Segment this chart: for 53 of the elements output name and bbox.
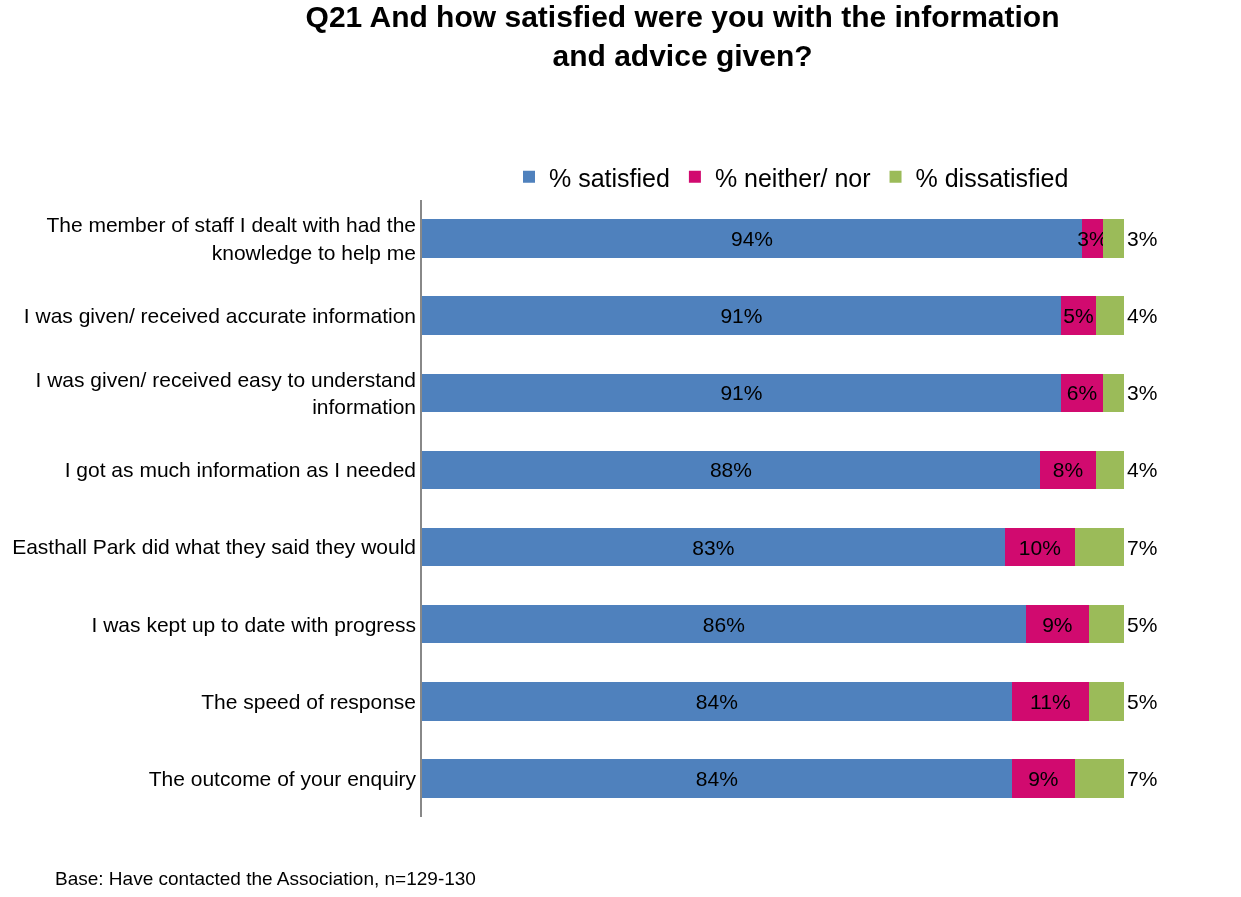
bar — [1074, 527, 1125, 567]
data-label: 86% — [702, 612, 745, 636]
y-tick-label: The speed of response — [201, 689, 417, 713]
bar — [422, 759, 1012, 798]
y-tick-label: I was kept up to date with progress — [91, 612, 417, 636]
legend-label: % dissatisfied — [915, 163, 1069, 192]
data-label: 11% — [1030, 689, 1071, 713]
data-label: 10% — [1018, 535, 1061, 559]
legend-label: % neither/ nor — [714, 163, 871, 192]
data-label: 5% — [1063, 304, 1094, 328]
y-tick-label: Easthall Park did what they said they would — [12, 535, 417, 559]
bar — [422, 296, 1061, 335]
chart-title: Q21 And how satisfied were you with the information and advice given? — [305, 0, 1060, 72]
bar — [1095, 296, 1125, 335]
y-tick-label: I was given/ received accurate information — [23, 304, 417, 328]
data-label: 6% — [1066, 381, 1098, 405]
data-label: 91% — [720, 304, 763, 328]
bar — [1088, 604, 1125, 644]
data-label: 9% — [1042, 612, 1073, 636]
bar — [422, 604, 1026, 644]
data-label: 94% — [730, 227, 773, 251]
y-tick-label: The outcome of your enquiry — [148, 766, 417, 790]
data-label: 4% — [1127, 304, 1158, 328]
y-tick-label: I got as much information as I needed — [64, 458, 417, 482]
data-label: 5% — [1127, 689, 1158, 713]
data-label: 5% — [1127, 612, 1158, 636]
bar — [1102, 219, 1125, 258]
bar — [1011, 682, 1089, 721]
y-tick-label: I was given/ received easy to understand information — [35, 367, 417, 418]
legend-label: % satisfied — [549, 163, 670, 192]
bar — [422, 450, 1040, 490]
data-label: 84% — [695, 766, 738, 790]
bar — [1011, 759, 1075, 798]
bar — [422, 373, 1061, 413]
data-label: 4% — [1127, 458, 1158, 482]
data-label: 7% — [1127, 535, 1158, 559]
text: Base: Have contacted the Association, n=129-130 — [55, 868, 476, 889]
data-label: 84% — [695, 689, 738, 713]
data-label: 7% — [1127, 766, 1158, 790]
bar — [422, 682, 1012, 721]
data-label: 91% — [720, 381, 763, 405]
y-tick-label: The member of staff I dealt with had the knowledge to help me — [46, 213, 417, 264]
data-label: 3% — [1127, 381, 1158, 405]
data-label: 88% — [709, 458, 752, 482]
bar — [1074, 759, 1125, 798]
data-label: 9% — [1028, 766, 1059, 790]
bar — [1088, 682, 1125, 721]
data-label: 3% — [1127, 227, 1158, 251]
data-label: 8% — [1052, 458, 1084, 482]
data-label: 83% — [692, 535, 735, 559]
bar — [1102, 373, 1125, 413]
bar — [422, 527, 1005, 567]
bar — [1095, 450, 1125, 490]
